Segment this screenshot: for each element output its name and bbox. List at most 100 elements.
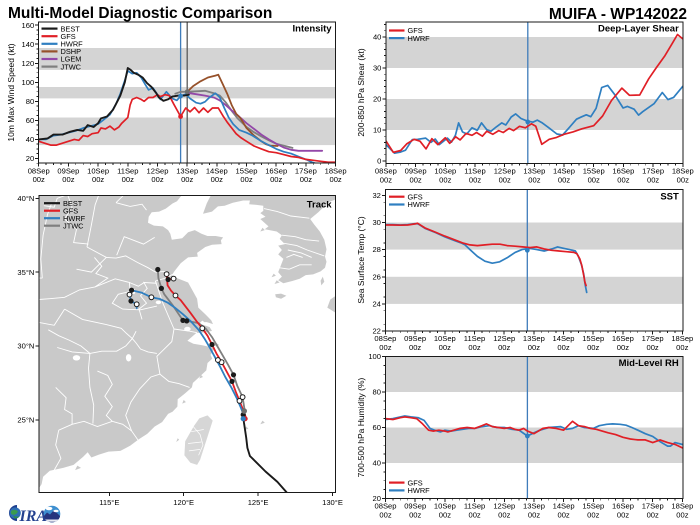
svg-text:17Sep: 17Sep bbox=[295, 166, 317, 175]
svg-text:13Sep: 13Sep bbox=[523, 502, 545, 511]
svg-text:14Sep: 14Sep bbox=[553, 334, 575, 343]
svg-text:15Sep: 15Sep bbox=[583, 167, 605, 176]
svg-text:10: 10 bbox=[373, 126, 381, 135]
svg-text:BEST: BEST bbox=[63, 199, 83, 208]
svg-text:11Sep: 11Sep bbox=[117, 166, 138, 175]
svg-text:Multi-Model Diagnostic Compari: Multi-Model Diagnostic Comparison bbox=[8, 5, 272, 22]
svg-text:700-500 hPa Humidity (%): 700-500 hPa Humidity (%) bbox=[356, 377, 366, 477]
svg-text:00z: 00z bbox=[528, 175, 540, 184]
svg-text:18Sep: 18Sep bbox=[325, 166, 347, 175]
svg-text:11Sep: 11Sep bbox=[464, 167, 485, 176]
svg-text:11Sep: 11Sep bbox=[464, 502, 485, 511]
svg-text:32: 32 bbox=[372, 191, 380, 200]
svg-text:30: 30 bbox=[372, 218, 380, 227]
svg-text:00z: 00z bbox=[469, 175, 481, 184]
svg-text:09Sep: 09Sep bbox=[57, 166, 79, 175]
svg-text:00z: 00z bbox=[151, 175, 163, 184]
svg-text:40°N: 40°N bbox=[17, 194, 34, 203]
svg-text:28: 28 bbox=[372, 245, 380, 254]
svg-text:00z: 00z bbox=[587, 343, 599, 352]
svg-text:40: 40 bbox=[373, 33, 381, 42]
svg-text:10Sep: 10Sep bbox=[434, 334, 456, 343]
svg-text:115°E: 115°E bbox=[99, 498, 119, 507]
svg-text:08Sep: 08Sep bbox=[375, 502, 397, 511]
svg-text:40: 40 bbox=[373, 459, 381, 468]
svg-text:08Sep: 08Sep bbox=[28, 166, 50, 175]
svg-text:LGEM: LGEM bbox=[61, 55, 82, 64]
svg-text:IRA: IRA bbox=[19, 508, 48, 525]
svg-text:00z: 00z bbox=[379, 511, 391, 520]
svg-text:JTWC: JTWC bbox=[61, 62, 82, 71]
svg-text:100: 100 bbox=[22, 78, 35, 87]
svg-text:HWRF: HWRF bbox=[408, 486, 431, 495]
svg-text:00z: 00z bbox=[468, 343, 480, 352]
svg-text:15Sep: 15Sep bbox=[582, 334, 604, 343]
svg-text:00z: 00z bbox=[528, 511, 540, 520]
svg-text:Intensity: Intensity bbox=[293, 24, 333, 35]
svg-text:16Sep: 16Sep bbox=[265, 166, 287, 175]
svg-text:140: 140 bbox=[22, 40, 35, 49]
svg-text:30°N: 30°N bbox=[17, 342, 34, 351]
svg-text:00z: 00z bbox=[498, 343, 510, 352]
svg-text:00z: 00z bbox=[409, 511, 421, 520]
svg-text:MUIFA - WP142022: MUIFA - WP142022 bbox=[549, 6, 687, 23]
svg-text:00z: 00z bbox=[270, 175, 282, 184]
svg-text:22: 22 bbox=[372, 327, 380, 336]
svg-text:00z: 00z bbox=[380, 175, 392, 184]
svg-text:DSHP: DSHP bbox=[61, 47, 82, 56]
svg-text:25°N: 25°N bbox=[17, 416, 34, 425]
svg-text:60: 60 bbox=[26, 116, 34, 125]
svg-text:00z: 00z bbox=[557, 343, 569, 352]
svg-text:HWRF: HWRF bbox=[63, 214, 86, 223]
svg-text:26: 26 bbox=[372, 272, 380, 281]
svg-text:20: 20 bbox=[373, 494, 381, 503]
svg-text:17Sep: 17Sep bbox=[642, 334, 664, 343]
svg-text:15Sep: 15Sep bbox=[236, 166, 258, 175]
svg-text:00z: 00z bbox=[122, 175, 134, 184]
svg-text:35°N: 35°N bbox=[17, 268, 34, 277]
svg-text:18Sep: 18Sep bbox=[671, 502, 693, 511]
svg-text:HWRF: HWRF bbox=[408, 200, 431, 209]
svg-text:00z: 00z bbox=[468, 511, 480, 520]
svg-text:00z: 00z bbox=[647, 175, 659, 184]
svg-text:160: 160 bbox=[22, 21, 35, 30]
svg-text:00z: 00z bbox=[498, 511, 510, 520]
svg-text:125°E: 125°E bbox=[248, 498, 269, 507]
svg-text:00z: 00z bbox=[62, 175, 74, 184]
svg-text:Sea Surface Temp (°C): Sea Surface Temp (°C) bbox=[356, 216, 366, 304]
svg-text:14Sep: 14Sep bbox=[206, 166, 228, 175]
svg-text:00z: 00z bbox=[647, 511, 659, 520]
svg-text:HWRF: HWRF bbox=[61, 40, 84, 49]
svg-text:00z: 00z bbox=[676, 343, 688, 352]
svg-text:18Sep: 18Sep bbox=[671, 334, 693, 343]
svg-text:08Sep: 08Sep bbox=[375, 167, 397, 176]
svg-text:00z: 00z bbox=[409, 343, 421, 352]
svg-text:13Sep: 13Sep bbox=[523, 167, 545, 176]
svg-text:Track: Track bbox=[307, 200, 333, 211]
svg-text:12Sep: 12Sep bbox=[494, 167, 516, 176]
svg-text:GFS: GFS bbox=[408, 192, 423, 201]
svg-text:17Sep: 17Sep bbox=[642, 502, 664, 511]
svg-text:17Sep: 17Sep bbox=[642, 167, 664, 176]
svg-text:00z: 00z bbox=[181, 175, 193, 184]
svg-text:10m Max Wind Speed (kt): 10m Max Wind Speed (kt) bbox=[6, 43, 16, 141]
svg-text:80: 80 bbox=[373, 388, 381, 397]
svg-text:20: 20 bbox=[26, 154, 34, 163]
svg-text:18Sep: 18Sep bbox=[672, 167, 694, 176]
svg-text:120: 120 bbox=[22, 59, 35, 68]
svg-text:15Sep: 15Sep bbox=[582, 502, 604, 511]
svg-text:00z: 00z bbox=[617, 511, 629, 520]
svg-text:BEST: BEST bbox=[61, 24, 81, 33]
svg-text:100: 100 bbox=[368, 352, 381, 361]
svg-text:12Sep: 12Sep bbox=[493, 502, 515, 511]
svg-text:00z: 00z bbox=[439, 343, 451, 352]
svg-text:Mid-Level RH: Mid-Level RH bbox=[619, 358, 679, 369]
svg-text:09Sep: 09Sep bbox=[404, 502, 426, 511]
svg-text:00z: 00z bbox=[379, 343, 391, 352]
svg-text:40: 40 bbox=[26, 135, 34, 144]
svg-text:24: 24 bbox=[372, 300, 380, 309]
svg-text:GFS: GFS bbox=[408, 478, 423, 487]
svg-text:13Sep: 13Sep bbox=[176, 166, 198, 175]
svg-text:09Sep: 09Sep bbox=[404, 334, 426, 343]
svg-text:00z: 00z bbox=[33, 175, 45, 184]
